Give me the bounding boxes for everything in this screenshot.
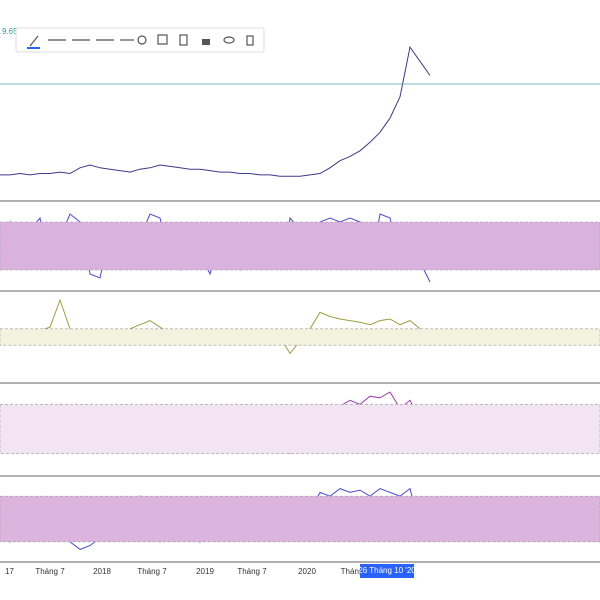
indicator-line	[0, 45, 431, 177]
x-axis-label: 2019	[196, 567, 214, 576]
template[interactable]	[157, 34, 168, 45]
drawing-toolbar	[15, 27, 265, 53]
pencil-tool[interactable]	[29, 35, 39, 47]
x-axis-label: Tháng	[341, 567, 364, 576]
indicator-band	[0, 328, 600, 346]
x-axis-label: 2018	[93, 567, 111, 576]
crosshair-label: 26 Tháng 10 '20	[358, 566, 416, 575]
panel-separators	[0, 200, 600, 563]
x-axis-label: Tháng 7	[35, 567, 65, 576]
indicator-band	[0, 404, 600, 454]
x-axis-label: Tháng 7	[137, 567, 167, 576]
indicator-band	[0, 495, 600, 543]
x-axis-label: 2020	[298, 567, 316, 576]
settings[interactable]	[137, 35, 147, 45]
visibility[interactable]	[223, 36, 235, 44]
x-axis-label: 17	[5, 567, 14, 576]
lock[interactable]	[202, 39, 210, 45]
crosshair-box	[360, 564, 414, 578]
delete[interactable]	[246, 35, 254, 46]
clone[interactable]	[179, 34, 188, 46]
x-axis-label: Tháng 7	[237, 567, 267, 576]
indicator-band	[0, 221, 600, 271]
top-label: 9.65	[2, 27, 18, 36]
